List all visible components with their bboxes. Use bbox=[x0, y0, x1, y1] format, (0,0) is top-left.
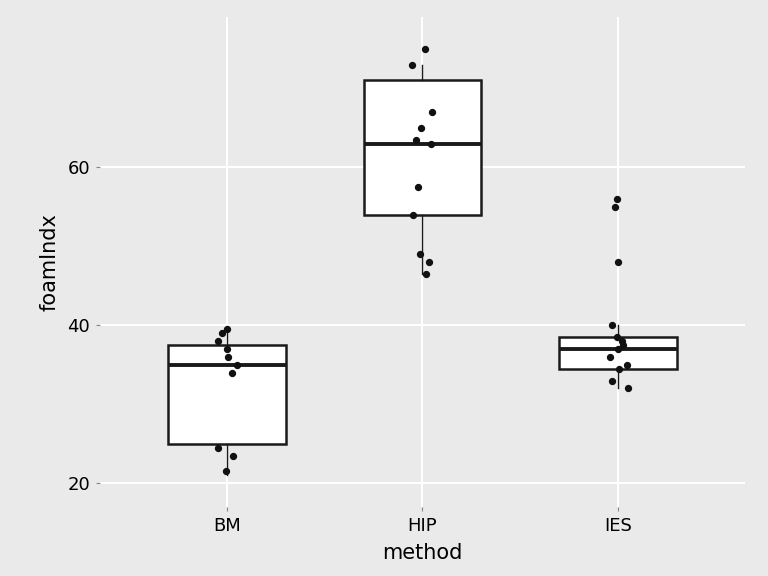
Point bbox=[617, 340, 630, 350]
Point bbox=[220, 325, 233, 334]
Point bbox=[222, 353, 234, 362]
Y-axis label: foamIndx: foamIndx bbox=[39, 213, 59, 311]
Point bbox=[412, 183, 424, 192]
Point bbox=[611, 194, 624, 203]
Point bbox=[611, 332, 624, 342]
Point bbox=[216, 328, 228, 338]
Point bbox=[220, 467, 232, 476]
Point bbox=[604, 353, 616, 362]
Bar bbox=[364, 81, 481, 215]
Point bbox=[226, 368, 238, 377]
Point bbox=[423, 257, 435, 267]
Point bbox=[609, 202, 621, 211]
Bar bbox=[559, 337, 677, 369]
Point bbox=[212, 443, 224, 452]
Point bbox=[231, 360, 243, 369]
Point bbox=[414, 249, 426, 259]
Point bbox=[406, 60, 419, 69]
Point bbox=[606, 376, 618, 385]
Point bbox=[425, 108, 438, 117]
Point bbox=[621, 360, 633, 369]
Point bbox=[227, 451, 239, 460]
Point bbox=[220, 344, 233, 354]
Bar bbox=[168, 345, 286, 444]
Point bbox=[420, 270, 432, 279]
Point bbox=[415, 123, 428, 132]
Point bbox=[612, 344, 624, 354]
Point bbox=[425, 139, 437, 148]
Point bbox=[407, 210, 419, 219]
Point bbox=[211, 336, 223, 346]
Point bbox=[621, 384, 634, 393]
Point bbox=[613, 364, 625, 373]
X-axis label: method: method bbox=[382, 543, 462, 563]
Point bbox=[410, 135, 422, 145]
Point bbox=[611, 257, 624, 267]
Point bbox=[615, 336, 627, 346]
Point bbox=[605, 321, 617, 330]
Point bbox=[419, 44, 431, 54]
